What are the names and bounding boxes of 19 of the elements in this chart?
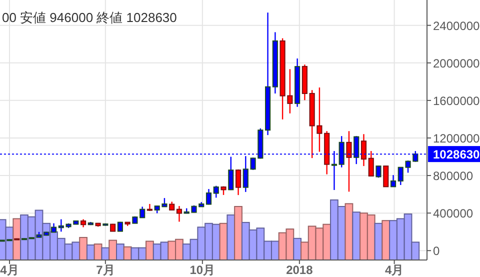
y-tick-label: 0: [433, 244, 440, 258]
bar: [79, 236, 88, 260]
ref-line-label: 1028630: [433, 148, 480, 162]
x-tick-label: 2018: [286, 263, 314, 277]
y-tick-label: 2400000: [433, 18, 480, 33]
x-tick-label: 7月: [96, 263, 115, 277]
y-tick-label: 1200000: [433, 131, 480, 146]
bar: [146, 240, 154, 260]
y-tick-label: 400000: [433, 206, 474, 221]
x-tick-label: 10月: [190, 263, 216, 277]
x-tick-label: 4月: [384, 263, 404, 277]
x-tick-label: 4月: [0, 263, 19, 277]
y-tick-label: 2000000: [433, 56, 480, 70]
annotation: 00 安値 946000 終値 1028630: [2, 10, 177, 25]
bar: [12, 218, 22, 260]
y-tick-label: 1600000: [433, 94, 480, 108]
bar: [116, 244, 124, 260]
bar: [234, 206, 242, 260]
y-tick-label: 800000: [433, 169, 474, 184]
